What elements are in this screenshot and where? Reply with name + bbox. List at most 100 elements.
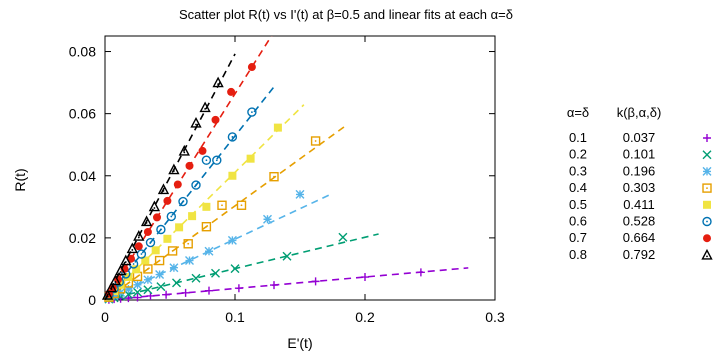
- marker-shape: [132, 265, 141, 274]
- marker-dot: [204, 108, 207, 110]
- marker-shape: [295, 189, 305, 199]
- data-point: [133, 280, 142, 290]
- marker-dot: [106, 295, 109, 298]
- marker-dot: [173, 170, 175, 172]
- marker-shape: [212, 76, 224, 88]
- marker-shape: [181, 288, 190, 297]
- data-point: [212, 155, 222, 165]
- marker-shape: [191, 273, 201, 283]
- marker-dot: [147, 268, 149, 270]
- data-point: [227, 87, 236, 96]
- legend-header-alpha: α=δ: [567, 105, 589, 120]
- data-point: [338, 232, 348, 242]
- marker-shape: [134, 242, 143, 251]
- marker-shape: [173, 180, 182, 189]
- y-tick-label: 0.08: [69, 44, 96, 60]
- marker-dot: [231, 136, 234, 138]
- marker-dot: [195, 184, 197, 186]
- marker-dot: [205, 225, 208, 228]
- marker-shape: [169, 263, 179, 273]
- marker-shape: [141, 256, 150, 265]
- data-point: [227, 132, 238, 142]
- marker-shape: [212, 155, 222, 165]
- data-point: [270, 281, 278, 290]
- data-point: [263, 214, 272, 224]
- legend-k-0.8: 0.792: [623, 247, 656, 262]
- marker-dot: [140, 253, 143, 255]
- marker-shape: [227, 87, 236, 96]
- data-point: [205, 286, 213, 295]
- marker-dot: [215, 159, 218, 162]
- y-tick-label: 0: [88, 292, 96, 308]
- marker-shape: [361, 273, 369, 282]
- data-point: [120, 254, 132, 266]
- marker-shape: [167, 246, 178, 256]
- legend-marker-0.4: [702, 183, 712, 193]
- marker-dot: [195, 123, 197, 126]
- data-point: [162, 290, 171, 299]
- data-point: [273, 123, 282, 132]
- marker-shape: [133, 280, 142, 290]
- data-point: [163, 196, 172, 205]
- data-point: [247, 63, 256, 72]
- marker-dot: [217, 83, 220, 85]
- marker-shape: [126, 242, 138, 254]
- marker-shape: [199, 101, 211, 113]
- data-point: [185, 161, 194, 170]
- data-point: [173, 180, 182, 189]
- data-point: [109, 291, 119, 301]
- data-point: [227, 235, 237, 245]
- marker-dot: [170, 215, 173, 218]
- data-point: [230, 264, 240, 274]
- data-point: [236, 200, 247, 210]
- legend-alpha-0.4: 0.4: [569, 180, 587, 195]
- marker-dot: [158, 259, 161, 262]
- fit-line: [105, 86, 275, 300]
- marker-shape: [190, 116, 202, 128]
- marker-shape: [191, 180, 201, 190]
- marker-shape: [183, 239, 193, 249]
- legend-k-0.2: 0.101: [623, 147, 656, 162]
- marker-shape: [162, 290, 171, 299]
- data-point: [211, 115, 220, 124]
- data-point: [153, 213, 161, 222]
- marker-dot: [706, 255, 708, 258]
- legend-marker-0.3: [702, 166, 712, 176]
- data-point: [109, 274, 122, 286]
- fit-line: [105, 104, 305, 300]
- marker-shape: [175, 223, 184, 232]
- marker-shape: [178, 144, 190, 156]
- marker-shape: [166, 211, 177, 222]
- data-point: [178, 196, 188, 207]
- legend: α=δ k(β,α,δ) 0.1 0.037 0.2 0.101 0.3 0.196 0.4…: [567, 105, 713, 262]
- marker-shape: [310, 136, 321, 146]
- series-0.6: [104, 86, 275, 300]
- legend-alpha-0.5: 0.5: [569, 197, 587, 212]
- marker-shape: [157, 183, 170, 195]
- marker-dot: [706, 220, 708, 223]
- legend-alpha-0.6: 0.6: [569, 214, 587, 229]
- data-point: [124, 294, 133, 303]
- legend-marker-0.5: [703, 200, 711, 209]
- marker-shape: [205, 286, 213, 295]
- marker-dot: [110, 288, 113, 290]
- marker-shape: [217, 200, 227, 210]
- y-tick-label: 0.04: [69, 168, 96, 184]
- marker-shape: [156, 282, 166, 292]
- data-point: [169, 263, 179, 273]
- legend-alpha-0.3: 0.3: [569, 163, 587, 178]
- legend-marker-0.8: [701, 248, 713, 260]
- y-tick-label: 0.06: [69, 106, 96, 122]
- data-point: [204, 246, 214, 256]
- data-point: [282, 251, 292, 261]
- marker-shape: [211, 268, 220, 278]
- series-0.4: [104, 124, 348, 302]
- data-point: [190, 116, 202, 128]
- marker-shape: [247, 107, 257, 117]
- marker-dot: [314, 140, 317, 142]
- legend-alpha-0.8: 0.8: [569, 247, 587, 262]
- legend-alpha-0.2: 0.2: [569, 147, 587, 162]
- marker-shape: [228, 171, 237, 180]
- marker-shape: [133, 293, 142, 302]
